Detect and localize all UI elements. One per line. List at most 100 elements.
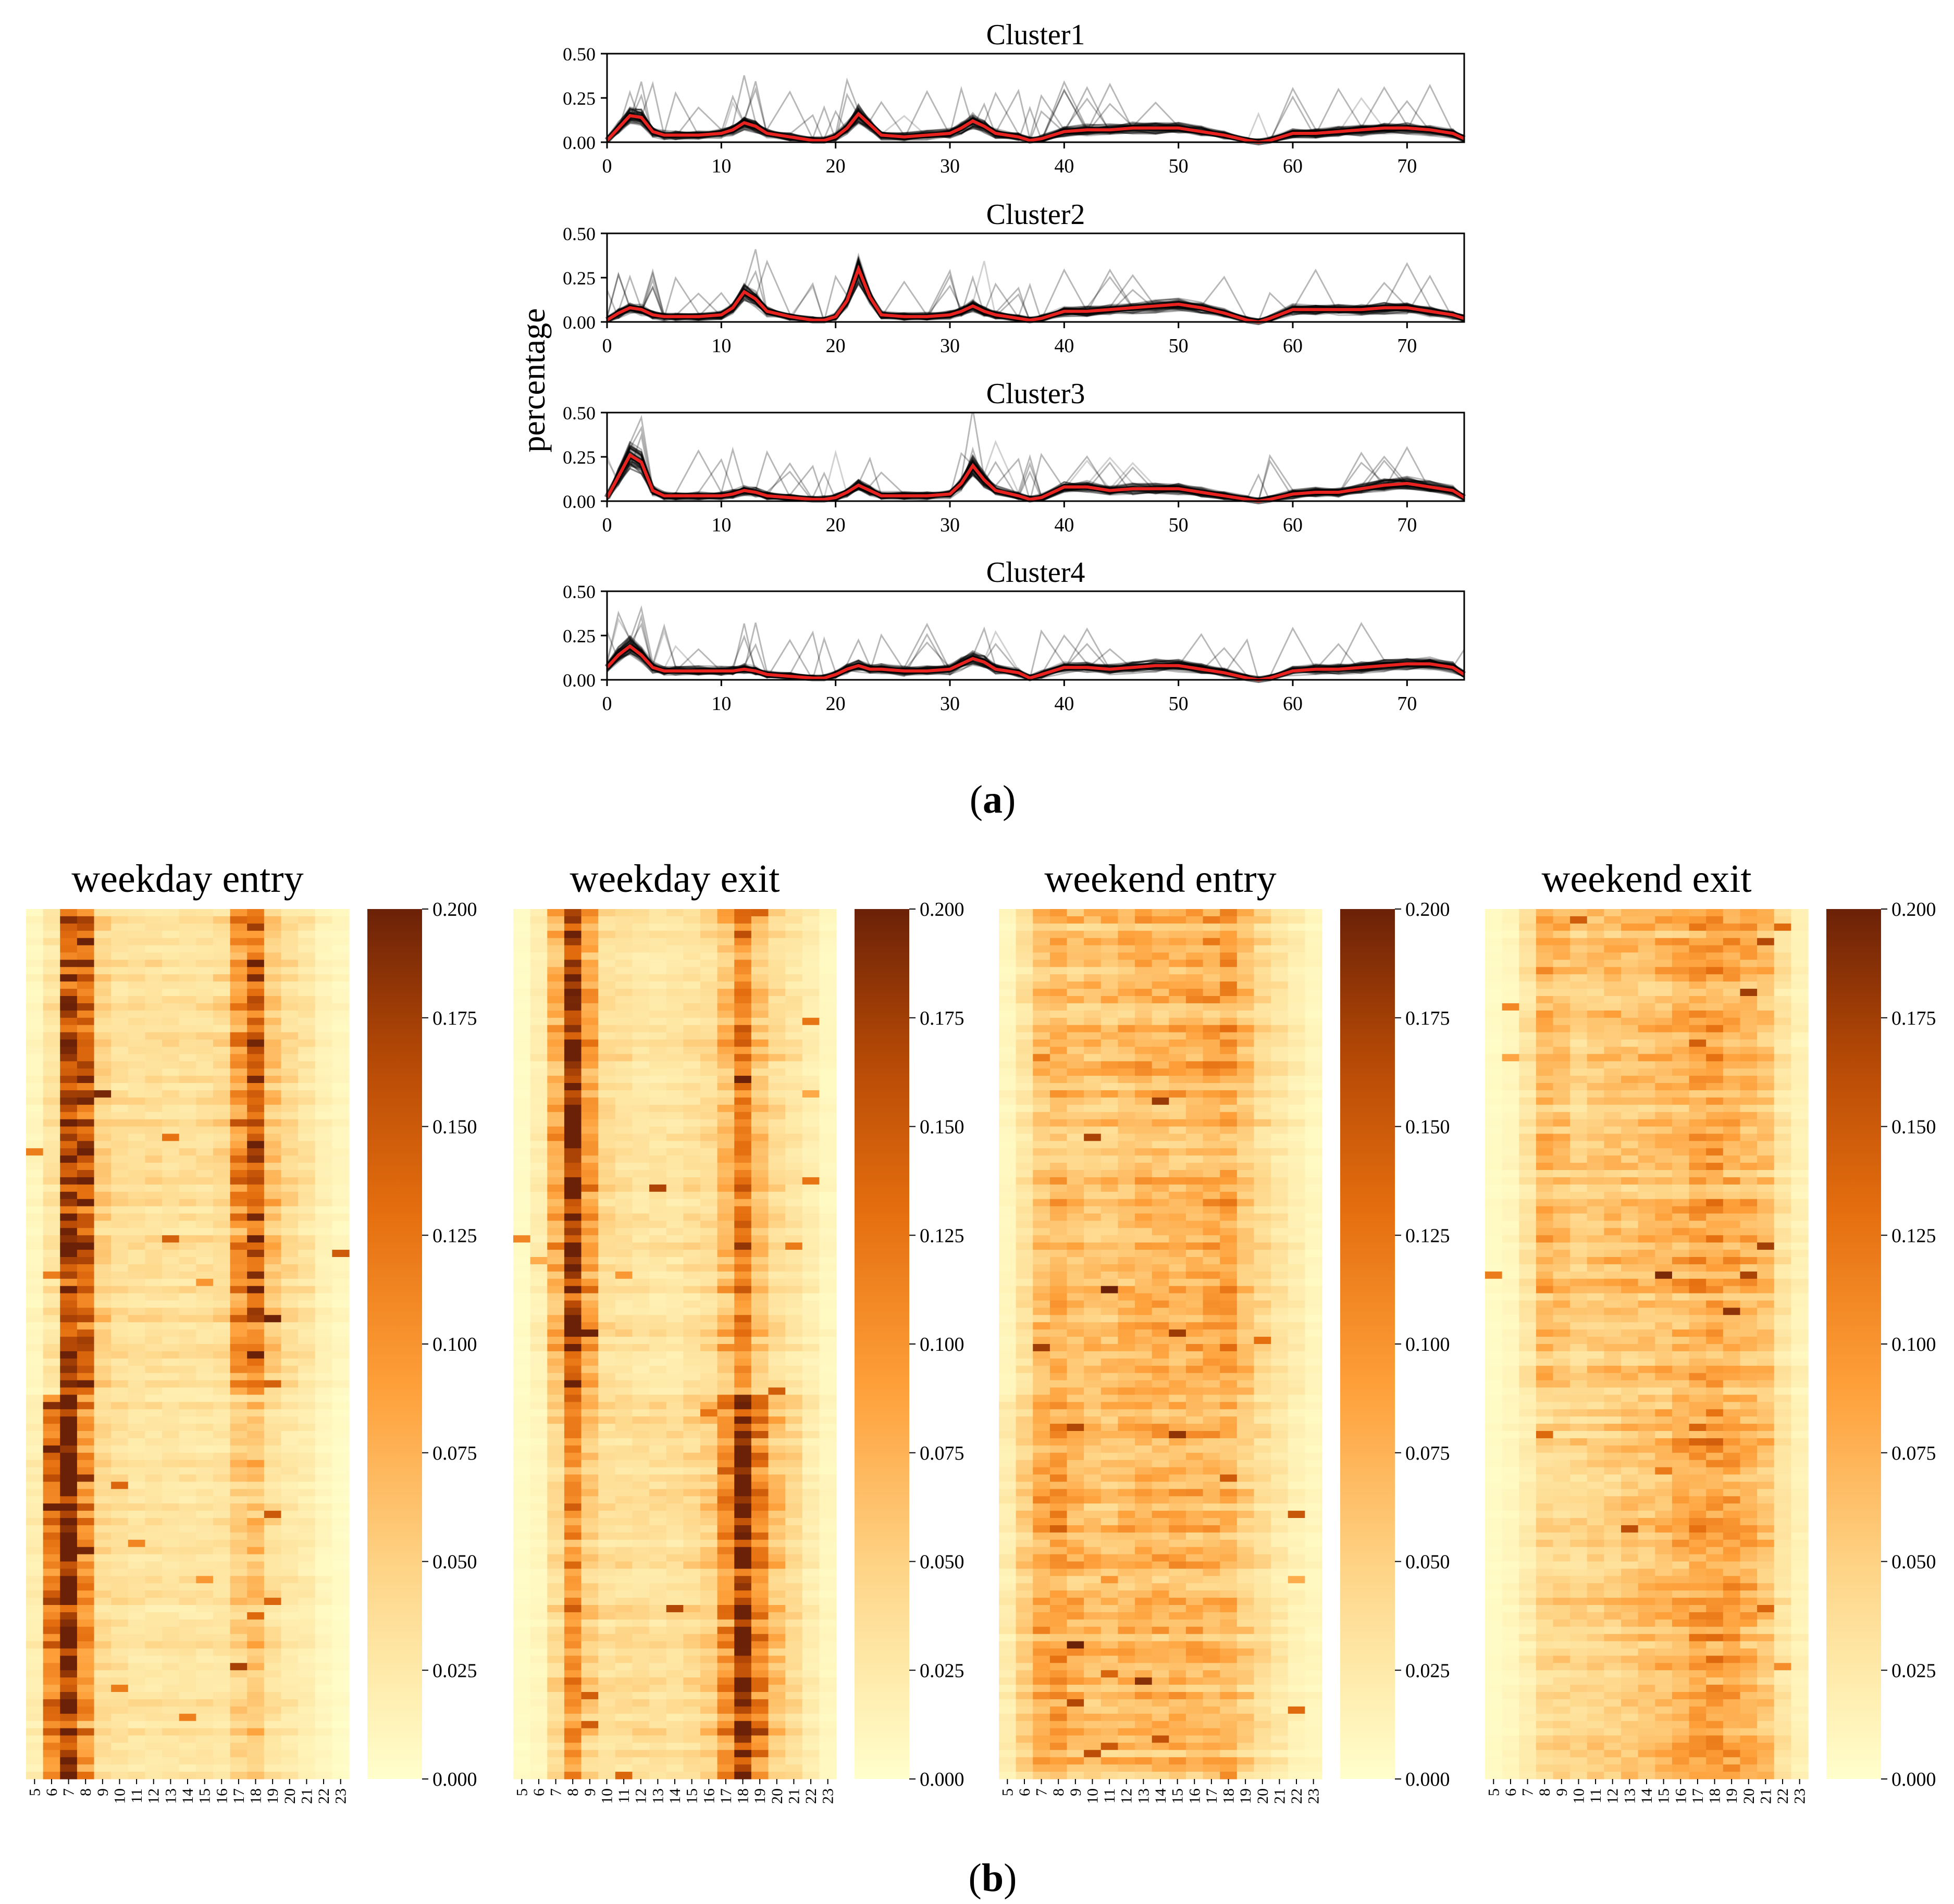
heat-cell: [547, 1141, 565, 1149]
heat-cell: [683, 1735, 701, 1744]
heat-cell: [26, 1025, 44, 1033]
heat-cell: [734, 1351, 752, 1359]
heat-cell: [666, 1322, 684, 1330]
heat-cell: [247, 938, 265, 946]
heat-cell: [734, 1017, 752, 1026]
heat-cell: [547, 1308, 565, 1315]
heat-cell: [717, 1677, 735, 1685]
heat-cell: [247, 1706, 265, 1714]
heat-cell: [530, 1017, 548, 1026]
heat-cell: [128, 989, 146, 997]
heat-cell: [547, 1257, 565, 1265]
heat-cell: [196, 1670, 214, 1678]
heat-cell: [26, 1641, 44, 1649]
heat-cell: [785, 996, 803, 1004]
heat-cell: [666, 1685, 684, 1693]
heat-cell: [213, 1728, 231, 1736]
heat-cell: [802, 1083, 820, 1091]
heat-cell: [196, 1605, 214, 1613]
heat-cell: [281, 1032, 299, 1040]
heat-cell: [298, 1104, 316, 1113]
heat-cell: [530, 1083, 548, 1091]
heat-cell: [785, 1626, 803, 1635]
heat-cell: [530, 1692, 548, 1700]
heat-cell: [802, 1104, 820, 1113]
heat-cell: [315, 1315, 332, 1323]
heat-cell: [581, 1191, 599, 1200]
heat-cell: [734, 1764, 752, 1772]
heat-cell: [94, 1598, 112, 1606]
heat-cell: [298, 1344, 316, 1352]
heat-cell: [179, 1525, 196, 1533]
heat-cell: [513, 1692, 531, 1700]
heat-cell: [581, 1634, 599, 1642]
heat-cell: [768, 1482, 786, 1489]
heat-cell: [315, 1626, 332, 1635]
heat-cell: [802, 1518, 820, 1526]
heat-cell: [332, 1308, 350, 1315]
heat-cell: [332, 1191, 350, 1200]
heat-cell: [581, 1395, 599, 1402]
heat-cell: [802, 909, 820, 917]
heat-cell: [196, 1344, 214, 1352]
heat-cell: [43, 1054, 60, 1062]
heat-cell: [60, 996, 78, 1004]
heat-cell: [315, 1076, 332, 1084]
heat-cell: [819, 1039, 837, 1048]
heat-cell: [298, 1445, 316, 1453]
heat-cell: [785, 1641, 803, 1649]
heat-cell: [717, 1344, 735, 1352]
heat-cell: [111, 1576, 129, 1584]
heat-cell: [128, 1017, 146, 1026]
heat-cell: [802, 1496, 820, 1504]
heat-cell: [632, 1713, 650, 1722]
heat-cell: [298, 1743, 316, 1750]
heat-cell: [768, 1097, 786, 1105]
heat-cell: [281, 1590, 299, 1598]
heat-cell: [530, 1308, 548, 1315]
heat-cell: [700, 1539, 718, 1548]
heat-cell: [281, 1039, 299, 1048]
heat-cell: [615, 1177, 633, 1185]
heat-cell: [819, 1271, 837, 1279]
heat-cell: [564, 1242, 582, 1250]
heat-cell: [213, 960, 231, 967]
heat-cell: [683, 1163, 701, 1171]
heat-cell: [230, 1351, 248, 1359]
heat-cell: [43, 1155, 60, 1163]
heat-cell: [162, 916, 180, 924]
heat-cell: [60, 1322, 78, 1330]
heat-cell: [734, 1337, 752, 1345]
heat-cell: [530, 930, 548, 939]
heat-cell: [700, 1242, 718, 1250]
heat-cell: [111, 1619, 129, 1627]
heat-cell: [111, 930, 129, 939]
heat-cell: [700, 1293, 718, 1301]
heat-cell: [632, 1648, 650, 1657]
heat-cell: [213, 1547, 231, 1555]
heat-cell: [564, 1003, 582, 1011]
heat-cell: [785, 1489, 803, 1497]
heat-cell: [128, 1452, 146, 1461]
heat-cell: [615, 1235, 633, 1243]
heat-cell: [632, 1090, 650, 1098]
heat-cell: [179, 1126, 196, 1135]
heat-cell: [128, 1199, 146, 1207]
heat-cell: [298, 1213, 316, 1222]
heat-cell: [60, 1155, 78, 1163]
heat-cell: [751, 1017, 769, 1026]
heat-cell: [247, 1474, 265, 1483]
heat-cell: [547, 1626, 565, 1635]
heat-cell: [734, 1525, 752, 1533]
heat-cell: [128, 1206, 146, 1214]
heat-cell: [281, 952, 299, 961]
heat-cell: [615, 1184, 633, 1192]
heat-cell: [615, 1735, 633, 1744]
heat-cell: [785, 1713, 803, 1722]
heat-cell: [179, 1474, 196, 1483]
heat-cell: [649, 1503, 667, 1511]
heat-cell: [547, 1365, 565, 1374]
heat-cell: [77, 1351, 95, 1359]
heat-cell: [94, 1134, 112, 1141]
heat-cell: [700, 1097, 718, 1105]
